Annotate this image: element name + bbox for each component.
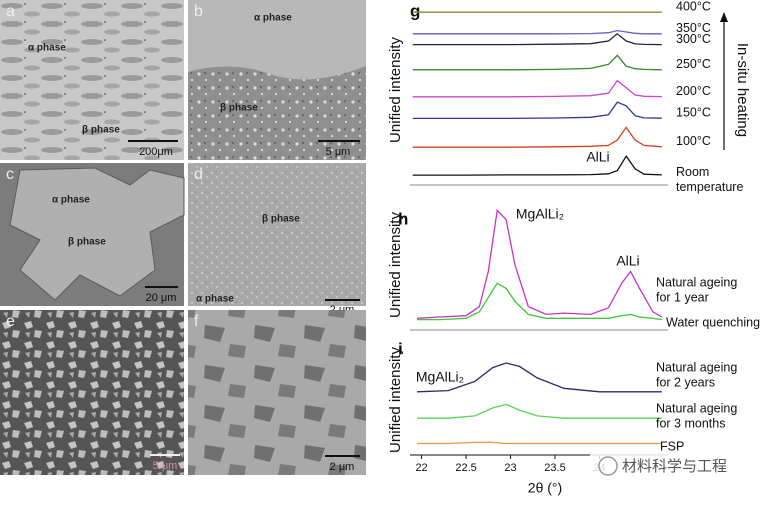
phase-label: α phase: [254, 13, 292, 24]
series-label: Room: [676, 165, 709, 179]
image: [188, 66, 366, 160]
annotation: MgAlLi₂: [516, 206, 564, 222]
watermark-icon: [598, 456, 618, 476]
series-label: 250°C: [676, 57, 711, 71]
series-label: Water quenching: [666, 315, 760, 329]
series-line: [412, 54, 662, 71]
series-label: Natural ageing: [656, 275, 737, 289]
series-label: for 3 months: [656, 416, 725, 430]
phase-label: β phase: [68, 237, 106, 248]
scale-label: 2 μm: [330, 461, 355, 473]
scale-label: 200μm: [139, 146, 173, 158]
y-axis-label: Unified intensity: [387, 37, 404, 143]
x-tick-label: 23.5: [544, 462, 565, 474]
series-label: 100°C: [676, 134, 711, 148]
scale-label: 5 μm: [326, 146, 351, 158]
annotation: AlLi: [616, 253, 639, 269]
image: [9, 167, 185, 301]
series-label: FSP: [660, 439, 684, 453]
series-label: 350°C: [676, 21, 711, 35]
x-tick-label: 22.5: [455, 462, 476, 474]
micrograph-e: e 5 μm: [0, 310, 184, 475]
phase-label: β phase: [262, 214, 300, 225]
series-label: for 2 years: [656, 375, 715, 389]
panel-letter: g: [410, 1, 420, 20]
image: [188, 163, 366, 306]
panel-letter: d: [194, 166, 203, 183]
image: [0, 0, 184, 160]
x-tick-label: 22: [415, 462, 427, 474]
heating-arrowhead: [720, 12, 728, 22]
scale-label: 20 μm: [146, 292, 177, 304]
micrograph-d: d β phase α phase 2 μm: [188, 163, 366, 316]
phase-label: α phase: [28, 43, 66, 54]
micrograph-c: c α phase β phase 20 μm: [0, 163, 185, 306]
series-label: for 1 year: [656, 290, 709, 304]
x-axis-label: 2θ (°): [528, 480, 562, 496]
phase-label: α phase: [196, 294, 234, 305]
series-label: Natural ageing: [656, 401, 737, 415]
watermark-bg: [590, 452, 775, 480]
series-label: 300°C: [676, 32, 711, 46]
panel-letter: a: [6, 3, 15, 20]
series-label: 150°C: [676, 106, 711, 120]
phase-label: β phase: [82, 125, 120, 136]
series-line: [417, 282, 662, 321]
panel-letter: i: [398, 339, 403, 358]
side-label: In-situ heating: [734, 43, 751, 137]
series-label: temperature: [676, 180, 743, 194]
annotation: AlLi: [586, 149, 609, 165]
series-line: [412, 101, 662, 120]
series-line: [412, 32, 662, 46]
micrograph-f: f 2 μm: [188, 310, 366, 475]
watermark-text: 材料科学与工程: [622, 458, 727, 475]
series-line: [417, 403, 662, 419]
series-line: [412, 79, 662, 98]
scale-label: 5 μm: [153, 460, 178, 472]
series-label: 200°C: [676, 84, 711, 98]
image: [0, 310, 184, 475]
series-line: [412, 155, 662, 176]
phase-label: β phase: [220, 103, 258, 114]
panel-letter: b: [194, 3, 203, 20]
panel-letter: e: [6, 313, 15, 330]
watermark: 材料科学与工程: [590, 452, 775, 480]
x-tick-label: 23: [504, 462, 516, 474]
image: [188, 310, 366, 475]
series-line: [417, 209, 663, 319]
y-axis-label: Unified intensity: [387, 212, 404, 318]
panel-letter: f: [194, 313, 199, 330]
series-line: [412, 126, 662, 148]
series-label: Natural ageing: [656, 360, 737, 374]
micrograph-b: b α phase β phase 5 μm: [188, 0, 366, 160]
annotation: MgAlLi₂: [416, 369, 464, 385]
series-line: [412, 29, 662, 35]
series-line: [417, 362, 662, 393]
micrograph-a: a α phase β phase 200μm: [0, 0, 184, 160]
y-axis-label: Unified intensity: [387, 347, 404, 453]
panel-letter: c: [6, 166, 14, 183]
panel-letter: h: [398, 209, 408, 228]
series-line: [417, 441, 662, 445]
series-label: 400°C: [676, 0, 711, 13]
phase-label: α phase: [52, 195, 90, 206]
